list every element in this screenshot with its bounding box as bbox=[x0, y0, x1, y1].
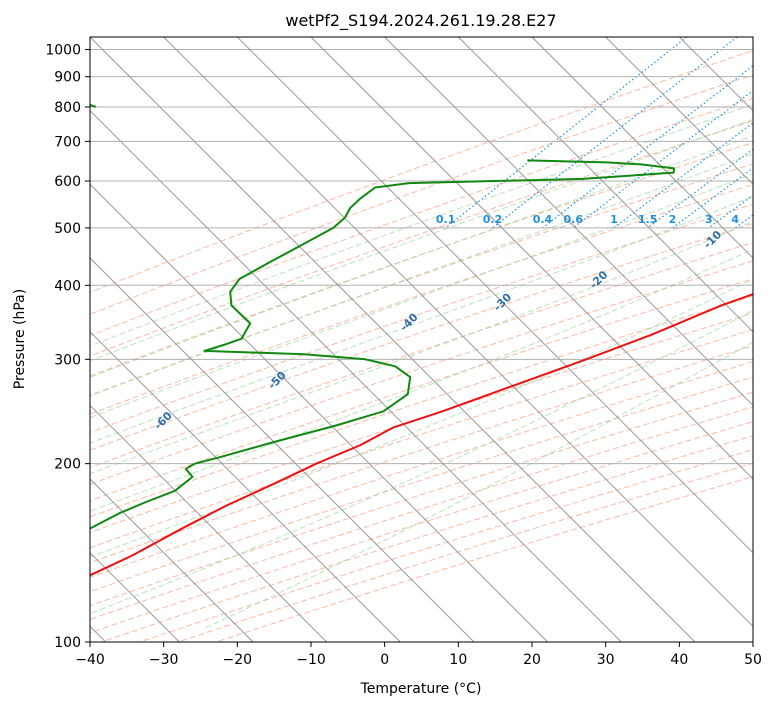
x-tick-label: 0 bbox=[380, 652, 389, 668]
y-tick-label: 200 bbox=[54, 457, 81, 473]
mixing-ratio-label: 0.2 bbox=[483, 213, 503, 226]
mixing-ratio-label: 1.5 bbox=[638, 213, 658, 226]
mixing-ratio-label: 1 bbox=[610, 213, 618, 226]
x-tick-label: −40 bbox=[75, 652, 105, 668]
x-tick-label: 10 bbox=[449, 652, 467, 668]
x-tick-label: −20 bbox=[223, 652, 253, 668]
y-tick-label: 500 bbox=[54, 221, 81, 237]
y-tick-label: 900 bbox=[54, 70, 81, 86]
y-tick-label: 300 bbox=[54, 352, 81, 368]
mixing-ratio-label: 0.4 bbox=[533, 213, 553, 226]
x-tick-label: 50 bbox=[744, 652, 762, 668]
chart-title: wetPf2_S194.2024.261.19.28.E27 bbox=[285, 11, 556, 31]
mixing-ratio-label: 0.1 bbox=[436, 213, 456, 226]
x-axis-label: Temperature (°C) bbox=[360, 681, 482, 697]
x-tick-label: 30 bbox=[597, 652, 615, 668]
y-axis-label: Pressure (hPa) bbox=[12, 289, 28, 389]
y-tick-label: 800 bbox=[54, 100, 81, 116]
mixing-ratio-label: 0.6 bbox=[564, 213, 584, 226]
y-tick-label: 400 bbox=[54, 278, 81, 294]
x-tick-label: 40 bbox=[670, 652, 688, 668]
y-tick-label: 600 bbox=[54, 174, 81, 190]
y-tick-label: 700 bbox=[54, 134, 81, 150]
mixing-ratio-label: 4 bbox=[731, 213, 739, 226]
y-tick-label: 100 bbox=[54, 635, 81, 651]
mixing-ratio-label: 2 bbox=[669, 213, 677, 226]
y-tick-label: 1000 bbox=[45, 43, 81, 59]
x-tick-label: −30 bbox=[149, 652, 179, 668]
x-tick-label: −10 bbox=[296, 652, 326, 668]
x-tick-label: 20 bbox=[523, 652, 541, 668]
mixing-ratio-label: 3 bbox=[705, 213, 713, 226]
